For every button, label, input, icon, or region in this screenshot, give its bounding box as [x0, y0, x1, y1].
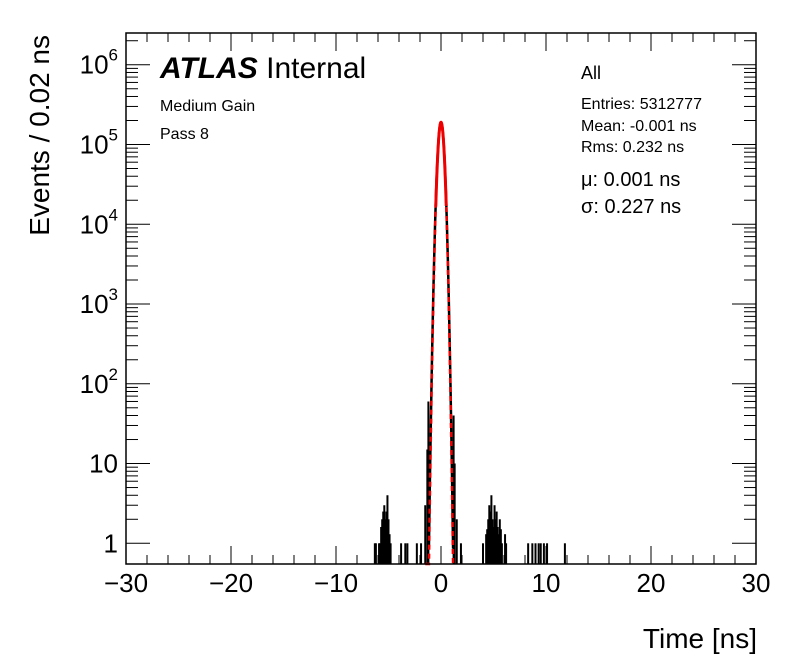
y-axis-label: Events / 0.02 ns [24, 35, 55, 236]
atlas-status: Internal [266, 52, 367, 85]
x-tick-label: 30 [742, 568, 771, 598]
x-tick-label: −30 [104, 568, 148, 598]
mean-stat: Mean: -0.001 ns [581, 118, 697, 135]
atlas-experiment: ATLAS [160, 52, 258, 85]
x-tick-label: −10 [314, 568, 358, 598]
fit-curve-solid [434, 120, 448, 207]
y-tick-label: 103 [80, 285, 118, 319]
entries-stat: Entries: 5312777 [581, 96, 702, 113]
x-tick-label: −20 [209, 568, 253, 598]
fit-sigma-stat: σ: 0.227 ns [581, 196, 682, 218]
atlas-label: ATLAS Internal [160, 52, 366, 86]
x-tick-label: 20 [637, 568, 666, 598]
x-tick-label: 0 [434, 568, 448, 598]
y-tick-label: 102 [80, 365, 118, 399]
rms-stat: Rms: 0.232 ns [581, 139, 685, 156]
y-tick-label: 105 [80, 125, 118, 159]
fit-curve-dashed [425, 120, 455, 566]
gain-label: Medium Gain [160, 98, 256, 115]
x-tick-label: 10 [532, 568, 561, 598]
pass-label: Pass 8 [160, 126, 209, 143]
x-axis-label: Time [ns] [643, 623, 757, 654]
y-tick-label: 106 [80, 46, 118, 80]
y-tick-label: 104 [80, 205, 118, 239]
fit-mu-stat: μ: 0.001 ns [581, 169, 681, 191]
selection-label: All [581, 63, 602, 83]
y-tick-label: 1 [104, 528, 118, 558]
y-tick-label: 10 [89, 449, 118, 479]
